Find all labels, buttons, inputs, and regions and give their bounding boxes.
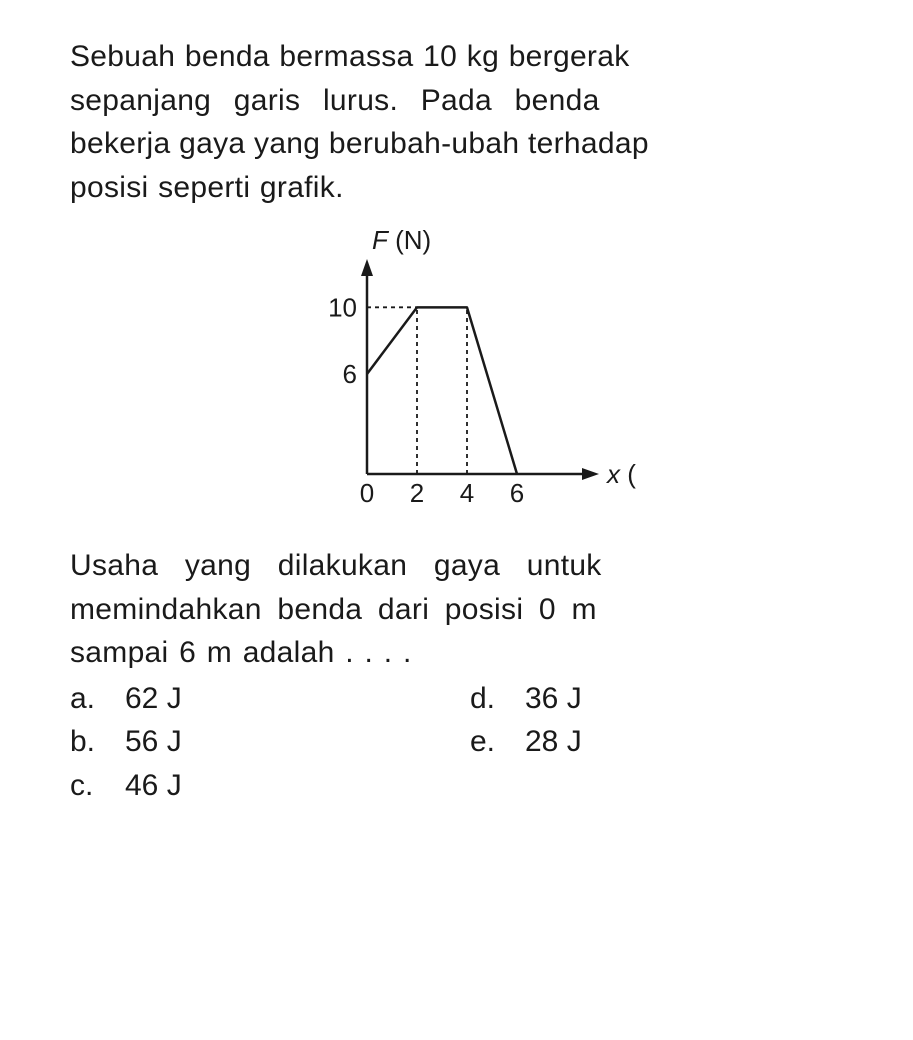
option-letter: c. (70, 764, 125, 808)
option-letter: d. (470, 677, 525, 721)
option-letter: a. (70, 677, 125, 721)
option-b: b. 56 J (70, 720, 470, 764)
option-row: b. 56 J e. 28 J (70, 720, 843, 764)
result-text: Usaha yang dilakukan gaya untuk memindah… (70, 544, 843, 675)
option-a: a. 62 J (70, 677, 470, 721)
svg-text:4: 4 (459, 478, 473, 508)
svg-text:10: 10 (328, 292, 357, 322)
option-e: e. 28 J (470, 720, 582, 764)
question-line-3: bekerja gaya yang berubah-ubah terhadap (70, 122, 843, 166)
svg-text:F (N): F (N) (372, 225, 431, 255)
svg-text:6: 6 (509, 478, 523, 508)
svg-text:x (m): x (m) (605, 459, 637, 489)
option-value: 62 J (125, 677, 182, 721)
option-value: 36 J (525, 677, 582, 721)
svg-text:6: 6 (342, 359, 356, 389)
option-value: 46 J (125, 764, 182, 808)
result-line-2: memindahkan benda dari posisi 0 m (70, 588, 843, 632)
option-value: 56 J (125, 720, 182, 764)
option-d: d. 36 J (470, 677, 582, 721)
question-line-4: posisi seperti grafik. (70, 166, 843, 210)
option-letter: e. (470, 720, 525, 764)
option-letter: b. (70, 720, 125, 764)
svg-text:2: 2 (409, 478, 423, 508)
option-c: c. 46 J (70, 764, 470, 808)
question-line-1: Sebuah benda bermassa 10 kg bergerak (70, 35, 843, 79)
option-row: a. 62 J d. 36 J (70, 677, 843, 721)
option-row: c. 46 J (70, 764, 843, 808)
svg-text:0: 0 (359, 478, 373, 508)
result-line-1: Usaha yang dilakukan gaya untuk (70, 544, 843, 588)
force-position-chart: 0 2 4 6 6 10 F (N) x (m) (70, 224, 843, 524)
options-list: a. 62 J d. 36 J b. 56 J e. 28 J c. 46 J (70, 677, 843, 808)
chart-svg: 0 2 4 6 6 10 F (N) x (m) (277, 224, 637, 524)
result-line-3: sampai 6 m adalah . . . . (70, 631, 843, 675)
option-value: 28 J (525, 720, 582, 764)
question-line-2: sepanjang garis lurus. Pada benda (70, 79, 843, 123)
question-text: Sebuah benda bermassa 10 kg bergerak sep… (70, 35, 843, 209)
